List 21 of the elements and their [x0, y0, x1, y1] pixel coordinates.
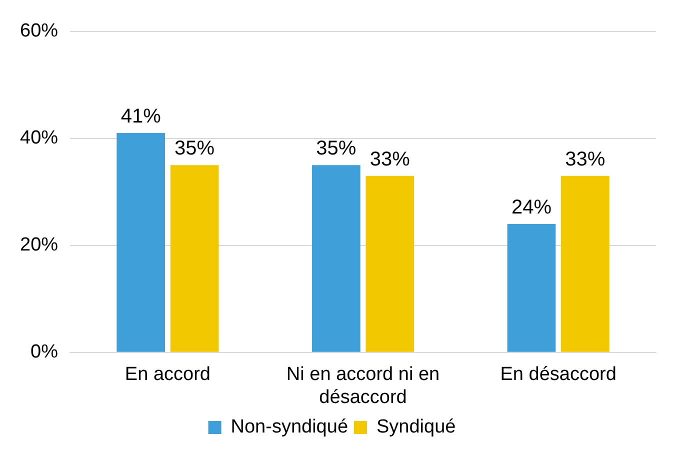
bar — [116, 133, 166, 352]
data-label: 35% — [316, 138, 356, 160]
data-label: 33% — [370, 148, 410, 170]
y-tick-label: 20% — [20, 234, 58, 256]
x-tick-label: En désaccord — [500, 364, 616, 386]
bar — [507, 224, 556, 352]
data-label: 24% — [511, 196, 552, 219]
y-tick-label: 0% — [30, 342, 58, 363]
data-label: 41% — [120, 106, 162, 128]
data-label: 35% — [174, 138, 215, 160]
legend-label: Syndiqué — [376, 416, 456, 438]
bar — [170, 165, 219, 352]
y-tick-label: 40% — [20, 128, 58, 149]
x-tick-label: Ni en accord ni en désaccord — [286, 364, 440, 408]
legend-label: Non-syndiqué — [230, 416, 348, 438]
bar — [561, 176, 610, 352]
bar — [366, 176, 414, 352]
bar — [312, 165, 360, 352]
data-label: 33% — [565, 148, 606, 170]
x-tick-label: En accord — [124, 364, 210, 386]
y-tick-label: 60% — [20, 20, 58, 42]
